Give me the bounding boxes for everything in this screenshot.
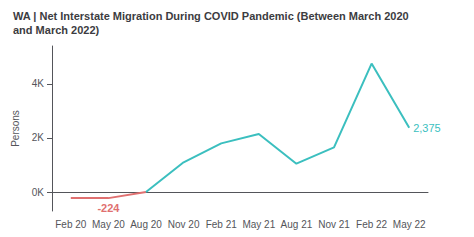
svg-text:Feb 20: Feb 20: [55, 219, 87, 230]
svg-text:Persons: Persons: [10, 110, 21, 147]
svg-text:May 22: May 22: [393, 219, 426, 230]
svg-text:Aug 20: Aug 20: [130, 219, 162, 230]
svg-text:2K: 2K: [32, 132, 45, 143]
svg-text:Nov 21: Nov 21: [318, 219, 350, 230]
svg-text:May 20: May 20: [92, 219, 125, 230]
svg-text:Feb 22: Feb 22: [356, 219, 388, 230]
svg-text:-224: -224: [97, 202, 120, 214]
svg-text:and March 2022): and March 2022): [13, 24, 100, 36]
svg-text:Aug 21: Aug 21: [281, 219, 313, 230]
svg-text:May 21: May 21: [242, 219, 275, 230]
svg-text:0K: 0K: [32, 187, 45, 198]
svg-text:Feb 21: Feb 21: [206, 219, 238, 230]
svg-text:2,375: 2,375: [413, 122, 441, 134]
svg-text:4K: 4K: [32, 78, 45, 89]
svg-text:WA | Net Interstate Migration: WA | Net Interstate Migration During COV…: [13, 10, 409, 22]
svg-text:Nov 20: Nov 20: [168, 219, 200, 230]
